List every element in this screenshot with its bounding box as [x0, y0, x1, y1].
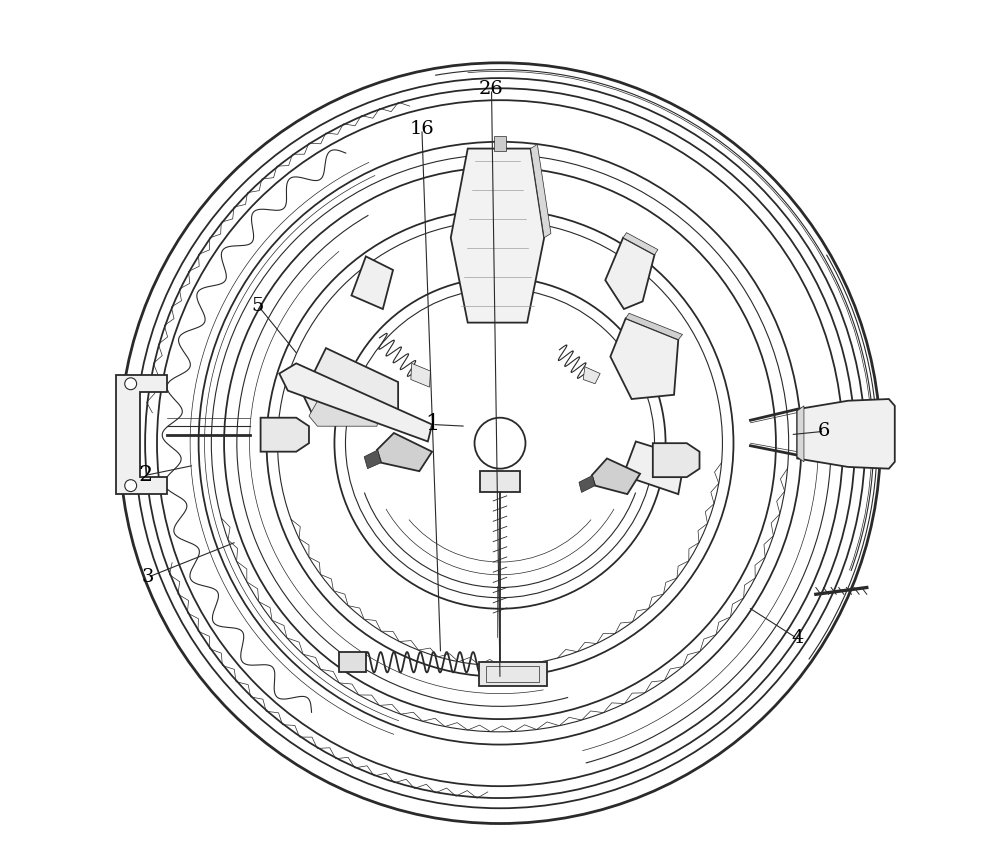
Polygon shape: [479, 662, 547, 686]
Polygon shape: [279, 363, 432, 441]
Text: 26: 26: [479, 80, 504, 98]
Polygon shape: [411, 363, 430, 387]
Polygon shape: [592, 458, 640, 494]
Polygon shape: [261, 418, 309, 452]
Polygon shape: [531, 144, 551, 238]
Text: 1: 1: [425, 413, 439, 436]
Polygon shape: [797, 399, 895, 469]
Text: 6: 6: [818, 422, 831, 441]
Polygon shape: [797, 406, 804, 462]
Polygon shape: [579, 475, 595, 492]
Polygon shape: [451, 149, 544, 323]
Polygon shape: [309, 386, 381, 426]
Text: 4: 4: [791, 629, 803, 648]
Text: 2: 2: [138, 464, 152, 486]
Text: 3: 3: [141, 568, 154, 587]
Polygon shape: [377, 433, 432, 471]
Circle shape: [125, 378, 137, 390]
Polygon shape: [623, 233, 658, 255]
Polygon shape: [364, 450, 381, 469]
Polygon shape: [610, 318, 678, 399]
Polygon shape: [626, 313, 683, 340]
Polygon shape: [116, 375, 167, 494]
Text: 5: 5: [252, 296, 264, 315]
Text: 16: 16: [410, 120, 434, 138]
Polygon shape: [494, 136, 506, 151]
Polygon shape: [303, 348, 398, 424]
Polygon shape: [623, 441, 685, 494]
Polygon shape: [653, 443, 700, 477]
Circle shape: [125, 480, 137, 492]
Polygon shape: [605, 238, 655, 309]
Polygon shape: [480, 471, 520, 492]
Polygon shape: [351, 256, 393, 309]
Polygon shape: [583, 367, 600, 384]
Polygon shape: [339, 652, 366, 672]
